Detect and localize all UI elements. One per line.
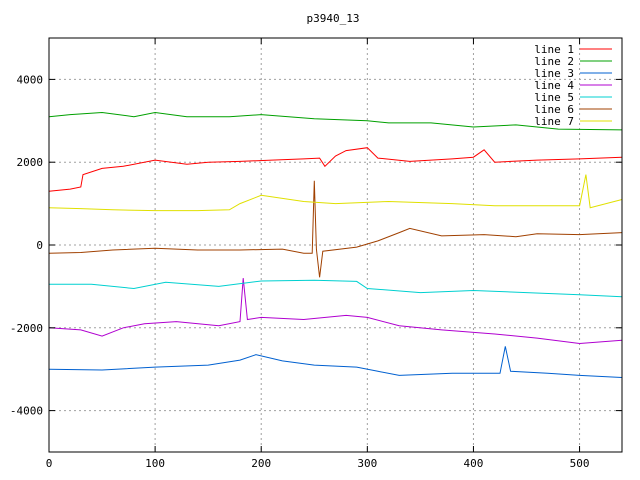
series-line-4 bbox=[48, 278, 623, 345]
y-axis: -4000 -2000 0 2000 4000 bbox=[10, 73, 622, 418]
legend-label: line 6 bbox=[534, 103, 574, 116]
series-group bbox=[48, 111, 623, 378]
x-tick-label: 300 bbox=[357, 457, 377, 470]
legend-label: line 3 bbox=[534, 67, 574, 80]
x-tick-label: 0 bbox=[46, 457, 53, 470]
chart-title: p3940_13 bbox=[307, 12, 360, 25]
x-tick-label: 500 bbox=[570, 457, 590, 470]
legend-label: line 2 bbox=[534, 55, 574, 68]
y-tick-label: 0 bbox=[36, 239, 43, 252]
series-line-1 bbox=[48, 147, 623, 192]
series-line-5 bbox=[49, 279, 623, 298]
series-line-6 bbox=[48, 180, 623, 278]
x-tick-label: 200 bbox=[251, 457, 271, 470]
y-tick-label: -2000 bbox=[10, 322, 43, 335]
legend-label: line 4 bbox=[534, 79, 574, 92]
legend-label: line 5 bbox=[534, 91, 574, 104]
y-tick-label: 4000 bbox=[17, 73, 44, 86]
legend-label: line 1 bbox=[534, 43, 574, 56]
y-tick-label: -4000 bbox=[10, 405, 43, 418]
series-line-3 bbox=[48, 346, 623, 378]
x-axis: 0 100 200 300 400 500 bbox=[46, 38, 590, 470]
series-line-7 bbox=[48, 174, 623, 212]
y-tick-label: 2000 bbox=[17, 156, 44, 169]
legend-label: line 7 bbox=[534, 115, 574, 128]
x-tick-label: 400 bbox=[464, 457, 484, 470]
x-tick-label: 100 bbox=[145, 457, 165, 470]
series-line-2 bbox=[48, 111, 623, 131]
